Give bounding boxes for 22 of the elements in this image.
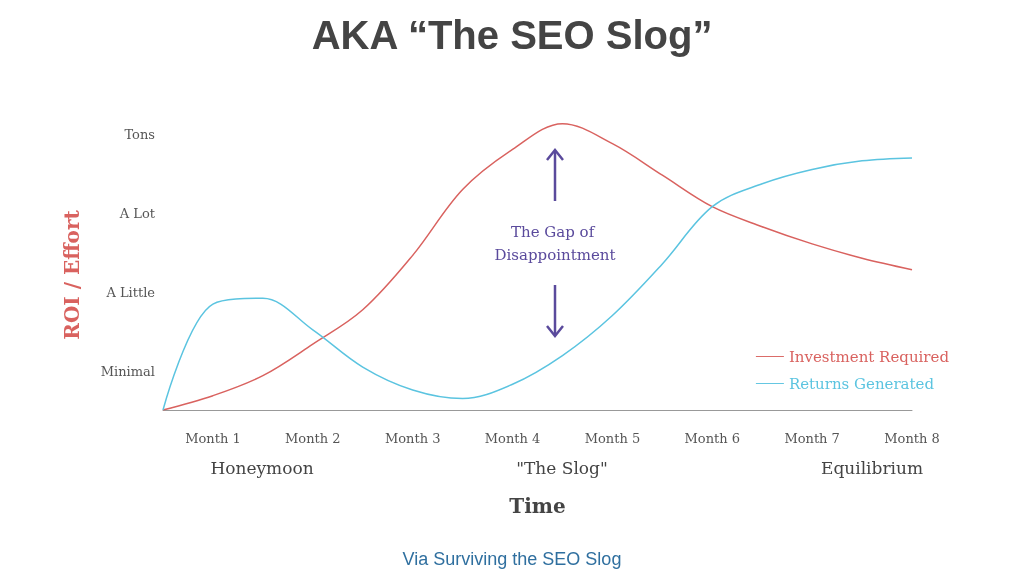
chart-title: AKA “The SEO Slog” (311, 13, 713, 57)
x-axis-title: Time (509, 494, 566, 518)
text: Tons (124, 126, 155, 142)
x-tick-label: Month 1 (185, 431, 241, 446)
text: Honeymoon (210, 458, 314, 478)
text: Minimal (100, 363, 155, 379)
x-tick-label: Month 7 (784, 431, 840, 446)
text: Via Surviving the SEO Slog (402, 549, 622, 569)
text: A Little (105, 284, 156, 300)
x-tick-label: Month 6 (684, 431, 741, 446)
text: Equilibrium (820, 458, 924, 478)
text: "The Slog" (516, 458, 608, 478)
x-tick-label: Month 5 (584, 431, 641, 446)
legend-label: Investment Required (788, 347, 950, 366)
text: A Lot (118, 205, 156, 221)
y-axis-title: ROI / Effort (60, 209, 84, 340)
x-tick-label: Month 2 (285, 431, 341, 446)
annotation: The Gap of Disappointment (494, 222, 616, 264)
x-tick-label: Month 8 (884, 431, 940, 446)
legend-label: Returns Generated (788, 374, 935, 393)
x-tick-label: Month 4 (484, 431, 541, 446)
x-tick-label: Month 3 (384, 431, 441, 446)
